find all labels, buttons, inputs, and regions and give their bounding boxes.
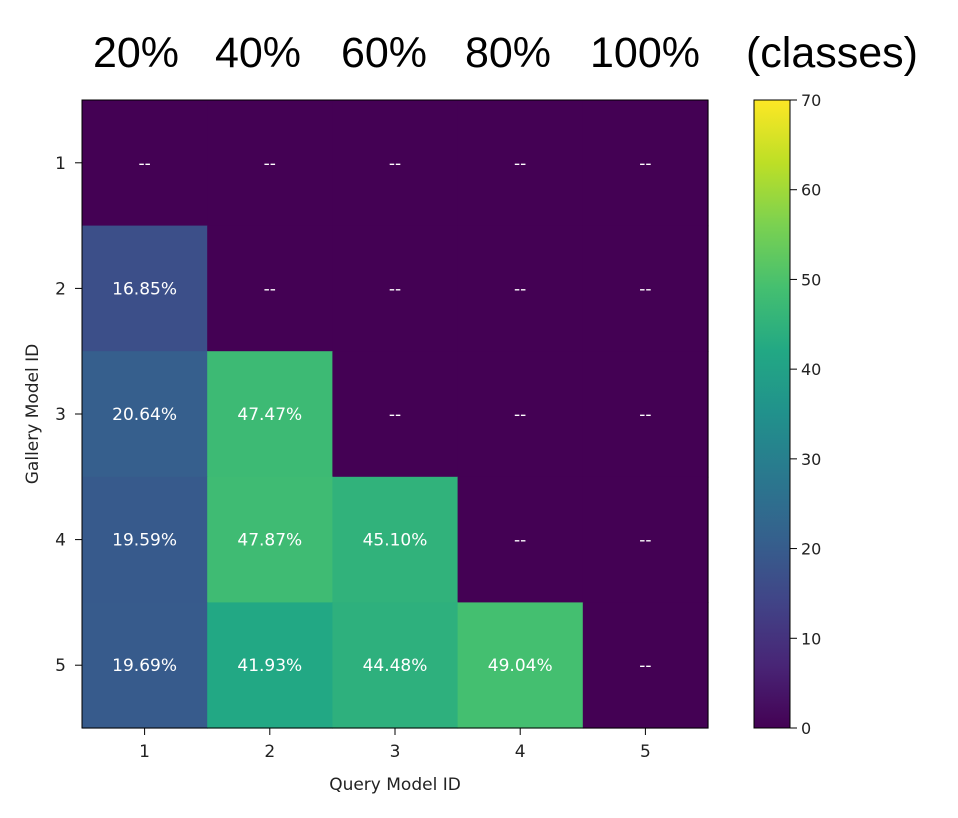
cell-label: -- bbox=[514, 279, 526, 299]
cell-label: -- bbox=[264, 279, 276, 299]
cell-label: 19.59% bbox=[112, 531, 177, 551]
x-tick-label: 1 bbox=[139, 742, 150, 762]
x-tick-label: 5 bbox=[640, 742, 651, 762]
heatmap-cell bbox=[457, 351, 584, 478]
cell-label: 16.85% bbox=[112, 279, 177, 299]
x-tick-label: 3 bbox=[390, 742, 401, 762]
heatmap-cell bbox=[207, 602, 333, 729]
column-headers: 20% 40% 60% 80% 100% (classes) bbox=[93, 29, 918, 77]
colorbar-tick-label: 40 bbox=[801, 360, 821, 379]
colorbar-ticks: 0 10 20 30 40 50 60 70 bbox=[790, 91, 821, 738]
cell-label: 49.04% bbox=[488, 656, 553, 676]
heatmap-cells bbox=[82, 100, 709, 729]
cell-label: 47.87% bbox=[237, 531, 302, 551]
cell-label: -- bbox=[639, 531, 651, 551]
cell-label: 44.48% bbox=[363, 656, 428, 676]
cell-label: -- bbox=[389, 154, 401, 174]
x-axis-label: Query Model ID bbox=[329, 775, 461, 795]
heatmap-cell bbox=[207, 225, 333, 352]
cell-label: -- bbox=[389, 279, 401, 299]
column-header: (classes) bbox=[746, 29, 918, 77]
heatmap-cell bbox=[582, 351, 709, 478]
heatmap-cell bbox=[332, 225, 459, 352]
cell-label: -- bbox=[639, 279, 651, 299]
x-tick-label: 4 bbox=[515, 742, 526, 762]
heatmap-cell bbox=[457, 225, 584, 352]
cell-label: 45.10% bbox=[363, 531, 428, 551]
colorbar-tick-label: 10 bbox=[801, 629, 821, 648]
heatmap-cell bbox=[82, 351, 208, 478]
column-header: 100% bbox=[590, 29, 700, 77]
heatmap-cell bbox=[457, 476, 584, 603]
heatmap-cell bbox=[82, 100, 208, 227]
column-header: 40% bbox=[215, 29, 301, 77]
y-tick-label: 3 bbox=[55, 405, 66, 425]
x-tick-label: 2 bbox=[264, 742, 275, 762]
y-tick-label: 1 bbox=[55, 154, 66, 174]
cell-label: -- bbox=[389, 405, 401, 425]
x-axis-ticks: 1 2 3 4 5 bbox=[139, 728, 651, 762]
cell-label: -- bbox=[264, 154, 276, 174]
heatmap-cell bbox=[582, 476, 709, 603]
column-header: 20% bbox=[93, 29, 179, 77]
colorbar-tick-label: 20 bbox=[801, 540, 821, 559]
heatmap-cell bbox=[207, 351, 333, 478]
heatmap-cell bbox=[82, 225, 208, 352]
colorbar-tick-label: 0 bbox=[801, 719, 811, 738]
y-tick-label: 4 bbox=[55, 531, 66, 551]
cell-label: -- bbox=[138, 154, 150, 174]
cell-label: 19.69% bbox=[112, 656, 177, 676]
column-header: 80% bbox=[465, 29, 551, 77]
cell-label: -- bbox=[639, 154, 651, 174]
cell-label: -- bbox=[514, 531, 526, 551]
heatmap-cell bbox=[582, 225, 709, 352]
cell-label: -- bbox=[639, 656, 651, 676]
cell-label: 47.47% bbox=[237, 405, 302, 425]
colorbar-tick-label: 30 bbox=[801, 450, 821, 469]
heatmap-cell bbox=[207, 476, 333, 603]
heatmap-cell-labels: -- -- -- -- -- 16.85% -- -- -- -- 20.64% 47.47% -- --… bbox=[112, 154, 651, 676]
colorbar-tick-label: 50 bbox=[801, 270, 821, 289]
y-tick-label: 2 bbox=[55, 279, 66, 299]
colorbar bbox=[753, 99, 791, 729]
heatmap-cell bbox=[457, 100, 584, 227]
cell-label: 20.64% bbox=[112, 405, 177, 425]
heatmap-cell bbox=[457, 602, 584, 729]
column-header: 60% bbox=[341, 29, 427, 77]
heatmap-cell bbox=[82, 476, 208, 603]
cell-label: -- bbox=[514, 405, 526, 425]
cell-label: -- bbox=[514, 154, 526, 174]
heatmap-cell bbox=[582, 100, 709, 227]
heatmap-cell bbox=[332, 476, 459, 603]
y-axis-ticks: 1 2 3 4 5 bbox=[55, 154, 82, 676]
heatmap-cell bbox=[332, 602, 459, 729]
colorbar-tick-label: 60 bbox=[801, 181, 821, 200]
y-tick-label: 5 bbox=[55, 656, 66, 676]
cell-label: 41.93% bbox=[237, 656, 302, 676]
heatmap-cell bbox=[82, 602, 208, 729]
colorbar-tick-label: 70 bbox=[801, 91, 821, 110]
cell-label: -- bbox=[639, 405, 651, 425]
heatmap-cell bbox=[332, 351, 459, 478]
heatmap-cell bbox=[332, 100, 459, 227]
heatmap-cell bbox=[207, 100, 333, 227]
y-axis-label: Gallery Model ID bbox=[23, 344, 43, 485]
heatmap-cell bbox=[582, 602, 709, 729]
